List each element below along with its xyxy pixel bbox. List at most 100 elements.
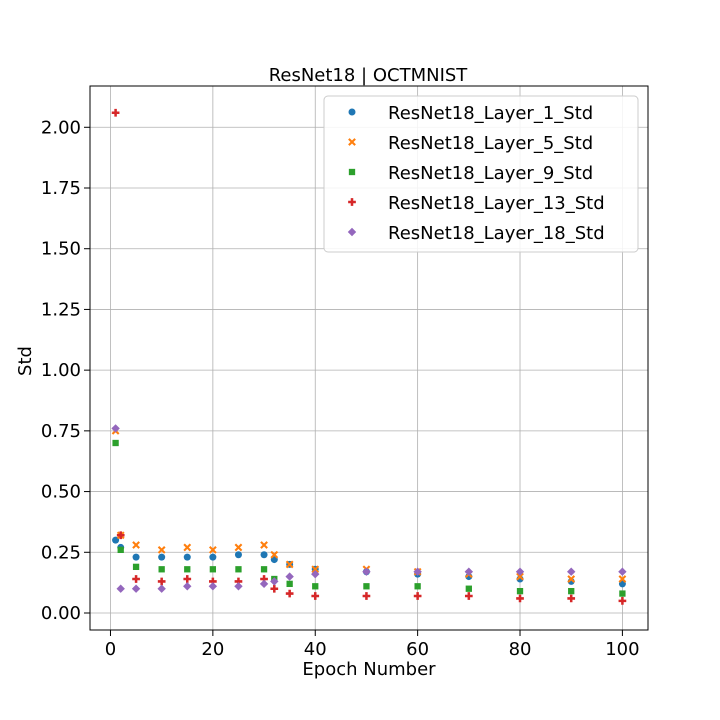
- data-point: [234, 551, 242, 559]
- y-tick-label: 1.25: [41, 299, 81, 320]
- data-point: [132, 575, 140, 583]
- x-tick-label: 40: [304, 639, 327, 660]
- data-point: [116, 531, 125, 540]
- data-point: [132, 553, 140, 561]
- data-point: [208, 545, 217, 554]
- legend-entry: ResNet18_Layer_13_Std: [388, 193, 605, 214]
- data-point: [618, 567, 627, 576]
- data-point: [567, 575, 576, 583]
- y-tick-label: 1.75: [41, 178, 81, 199]
- legend-marker: [348, 138, 356, 146]
- data-point: [285, 589, 294, 598]
- x-tick-label: 100: [605, 639, 639, 660]
- data-point: [567, 594, 576, 603]
- data-point: [260, 566, 268, 573]
- x-tick-label: 60: [406, 639, 429, 660]
- data-point: [183, 582, 192, 591]
- legend-marker: [348, 198, 356, 206]
- data-point: [235, 566, 242, 573]
- data-point: [208, 582, 218, 591]
- legend-entry: ResNet18_Layer_1_Std: [388, 103, 593, 124]
- legend-entry: ResNet18_Layer_5_Std: [388, 133, 593, 154]
- data-point: [112, 439, 119, 447]
- x-tick-label: 0: [105, 639, 116, 660]
- x-axis-label: Epoch Number: [302, 659, 436, 680]
- data-point: [515, 567, 525, 576]
- data-point: [363, 583, 370, 590]
- data-point: [111, 424, 120, 433]
- legend-entry: ResNet18_Layer_18_Std: [388, 223, 605, 244]
- y-tick-label: 0.50: [41, 482, 81, 503]
- data-point: [619, 590, 626, 597]
- data-point: [183, 575, 192, 583]
- series-4: [111, 108, 627, 605]
- chart-title: ResNet18 | OCTMNIST: [269, 65, 469, 86]
- data-point: [312, 583, 319, 590]
- data-point: [413, 592, 422, 600]
- data-point: [413, 567, 422, 576]
- data-point: [286, 580, 293, 588]
- series-5: [111, 424, 627, 593]
- data-points: [111, 108, 627, 605]
- data-point: [132, 563, 140, 571]
- data-point: [183, 553, 191, 561]
- data-point: [209, 553, 217, 561]
- data-point: [234, 577, 243, 586]
- data-point: [183, 543, 192, 552]
- data-point: [362, 592, 371, 600]
- data-point: [132, 541, 140, 549]
- data-point: [311, 592, 320, 600]
- data-point: [270, 550, 279, 559]
- data-point: [259, 579, 269, 589]
- y-tick-label: 1.00: [41, 360, 81, 381]
- data-point: [567, 567, 576, 576]
- data-point: [618, 597, 627, 605]
- data-point: [516, 587, 524, 595]
- data-point: [516, 594, 524, 603]
- data-point: [157, 545, 166, 554]
- y-tick-label: 1.50: [41, 239, 81, 260]
- data-point: [158, 553, 166, 561]
- y-tick-label: 0.00: [41, 603, 81, 624]
- data-point: [209, 577, 217, 586]
- data-point: [234, 582, 243, 591]
- data-point: [117, 546, 124, 554]
- data-point: [311, 565, 320, 574]
- data-point: [116, 584, 125, 593]
- data-point: [465, 585, 472, 592]
- data-point: [158, 566, 165, 573]
- legend-marker: [348, 108, 356, 116]
- x-tick-label: 20: [201, 639, 224, 660]
- data-point: [285, 572, 294, 581]
- data-point: [112, 536, 120, 544]
- data-point: [131, 584, 141, 593]
- data-point: [260, 551, 268, 559]
- y-tick-label: 0.25: [41, 542, 81, 563]
- legend-marker: [348, 168, 356, 176]
- x-tick-label: 80: [509, 639, 532, 660]
- data-point: [111, 108, 120, 117]
- plot-frame: [89, 85, 649, 631]
- data-point: [618, 575, 627, 583]
- data-point: [270, 577, 279, 586]
- data-point: [516, 572, 524, 581]
- axis-ticks: 0 20 40 60 80 100 0.00 0.25 0.50 0.75 1.00 1.25 1.50…: [41, 117, 640, 660]
- data-point: [260, 575, 268, 583]
- data-point: [464, 567, 474, 576]
- data-point: [414, 583, 421, 590]
- y-tick-label: 2.00: [41, 117, 81, 138]
- data-point: [568, 587, 575, 595]
- data-point: [285, 560, 294, 569]
- data-point: [234, 543, 243, 552]
- data-point: [157, 577, 166, 586]
- legend-entry: ResNet18_Layer_9_Std: [388, 163, 593, 184]
- y-axis-label: Std: [15, 346, 36, 376]
- y-tick-label: 0.75: [41, 421, 81, 442]
- legend: ResNet18_Layer_1_Std ResNet18_Layer_5_Std…: [323, 95, 639, 253]
- data-point: [157, 584, 166, 593]
- data-point: [184, 566, 191, 573]
- data-point: [260, 541, 268, 549]
- data-point: [311, 569, 320, 579]
- data-point: [464, 592, 473, 600]
